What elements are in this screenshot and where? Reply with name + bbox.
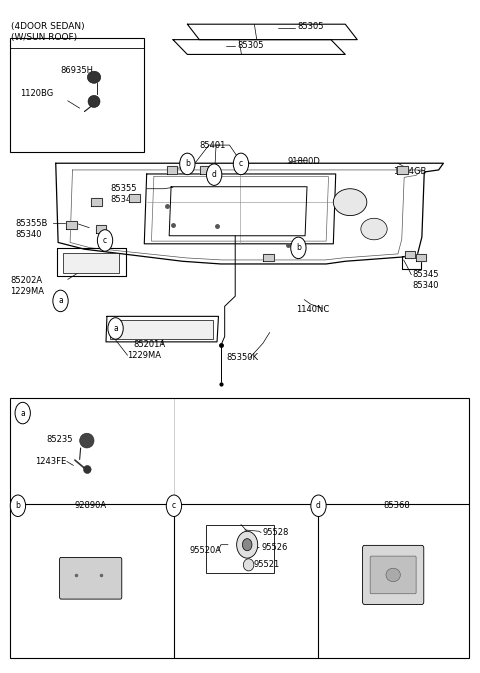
Polygon shape [91,199,102,206]
Text: 85401: 85401 [199,141,226,149]
Ellipse shape [80,433,94,448]
FancyBboxPatch shape [362,545,424,604]
Text: b: b [185,160,190,168]
FancyBboxPatch shape [60,557,122,599]
Text: 85340: 85340 [15,230,42,239]
Circle shape [10,495,25,516]
Text: 85355: 85355 [111,184,137,193]
Text: a: a [58,296,63,306]
Ellipse shape [237,531,258,558]
Polygon shape [96,225,107,233]
Polygon shape [200,166,211,174]
Text: c: c [239,160,243,168]
Text: 1120BG: 1120BG [20,89,53,98]
Text: 85201A: 85201A [134,340,166,349]
Circle shape [180,153,195,174]
Bar [206,524,274,573]
Circle shape [108,318,123,339]
Text: 85235: 85235 [46,435,72,444]
Bar [63,252,120,273]
Text: 85340: 85340 [412,281,439,290]
Text: 95528: 95528 [263,528,289,537]
Ellipse shape [386,568,400,581]
Text: 1229MA: 1229MA [10,287,44,296]
Circle shape [97,229,113,251]
Text: c: c [103,236,107,245]
Bar [110,320,213,339]
Ellipse shape [243,559,254,571]
Text: 85355B: 85355B [15,219,48,228]
Text: 95526: 95526 [261,543,288,552]
Text: d: d [212,170,216,179]
Bar [10,398,469,658]
Circle shape [15,402,30,424]
Polygon shape [264,254,274,261]
Bar [10,38,144,152]
Text: 85202A: 85202A [10,275,42,285]
Circle shape [166,495,181,516]
Text: 85305: 85305 [298,22,324,31]
Circle shape [206,164,222,185]
Text: 85305: 85305 [238,40,264,50]
Text: 85340: 85340 [111,195,137,204]
Polygon shape [167,166,177,174]
Bar [64,570,83,590]
Text: d: d [316,501,321,510]
Ellipse shape [87,71,101,83]
Polygon shape [405,251,415,258]
Text: 95521: 95521 [253,561,280,569]
Ellipse shape [361,218,387,240]
Polygon shape [397,166,408,174]
Bar [95,570,114,590]
Text: 85345: 85345 [412,271,439,279]
Ellipse shape [88,96,100,108]
Text: a: a [113,324,118,333]
Text: c: c [172,501,176,510]
Polygon shape [416,254,426,261]
Text: b: b [296,244,301,252]
Circle shape [53,290,68,312]
Text: (4DOOR SEDAN): (4DOOR SEDAN) [11,22,85,31]
Text: 85368: 85368 [384,501,410,510]
Text: 1243FE: 1243FE [35,457,66,466]
Text: 85350K: 85350K [227,353,259,363]
Polygon shape [130,194,140,202]
Ellipse shape [84,466,91,474]
FancyBboxPatch shape [370,556,416,594]
Polygon shape [66,221,77,229]
Text: b: b [15,501,20,510]
Text: 95520A: 95520A [190,546,222,555]
Ellipse shape [333,188,367,215]
Text: 1194GB: 1194GB [393,168,427,176]
Text: 1229MA: 1229MA [128,351,162,360]
Text: 91800D: 91800D [288,157,321,166]
Text: a: a [20,409,25,417]
Circle shape [233,153,249,174]
Ellipse shape [242,538,252,551]
Circle shape [291,237,306,258]
Circle shape [311,495,326,516]
Text: 86935H: 86935H [60,66,94,75]
Text: 1140NC: 1140NC [297,305,330,314]
Text: (W/SUN ROOF): (W/SUN ROOF) [11,33,77,42]
Text: 92890A: 92890A [75,501,107,510]
